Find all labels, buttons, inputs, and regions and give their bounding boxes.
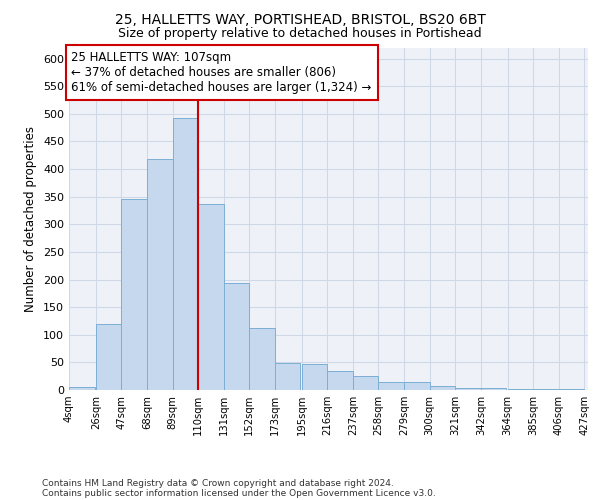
Bar [559,389,584,390]
Bar [379,382,404,390]
Text: 25, HALLETTS WAY, PORTISHEAD, BRISTOL, BS20 6BT: 25, HALLETTS WAY, PORTISHEAD, BRISTOL, B… [115,12,485,26]
Bar [173,118,198,390]
Text: 25 HALLETTS WAY: 107sqm
← 37% of detached houses are smaller (806)
61% of semi-d: 25 HALLETTS WAY: 107sqm ← 37% of detache… [71,52,372,94]
Bar [147,159,173,390]
Text: Size of property relative to detached houses in Portishead: Size of property relative to detached ho… [118,28,482,40]
Text: Contains public sector information licensed under the Open Government Licence v3: Contains public sector information licen… [42,488,436,498]
Bar [327,370,353,390]
Bar [508,389,533,390]
Bar [96,324,121,390]
Bar [69,387,95,390]
Bar [275,364,301,390]
Bar [404,382,430,390]
Bar [533,389,559,390]
Bar [224,284,250,390]
Bar [455,388,481,390]
Bar [353,376,379,390]
Bar [250,328,275,390]
Bar [198,204,224,390]
Bar [121,200,147,390]
Text: Contains HM Land Registry data © Crown copyright and database right 2024.: Contains HM Land Registry data © Crown c… [42,478,394,488]
Bar [430,386,455,390]
Y-axis label: Number of detached properties: Number of detached properties [25,126,37,312]
Bar [481,388,506,390]
Bar [302,364,327,390]
